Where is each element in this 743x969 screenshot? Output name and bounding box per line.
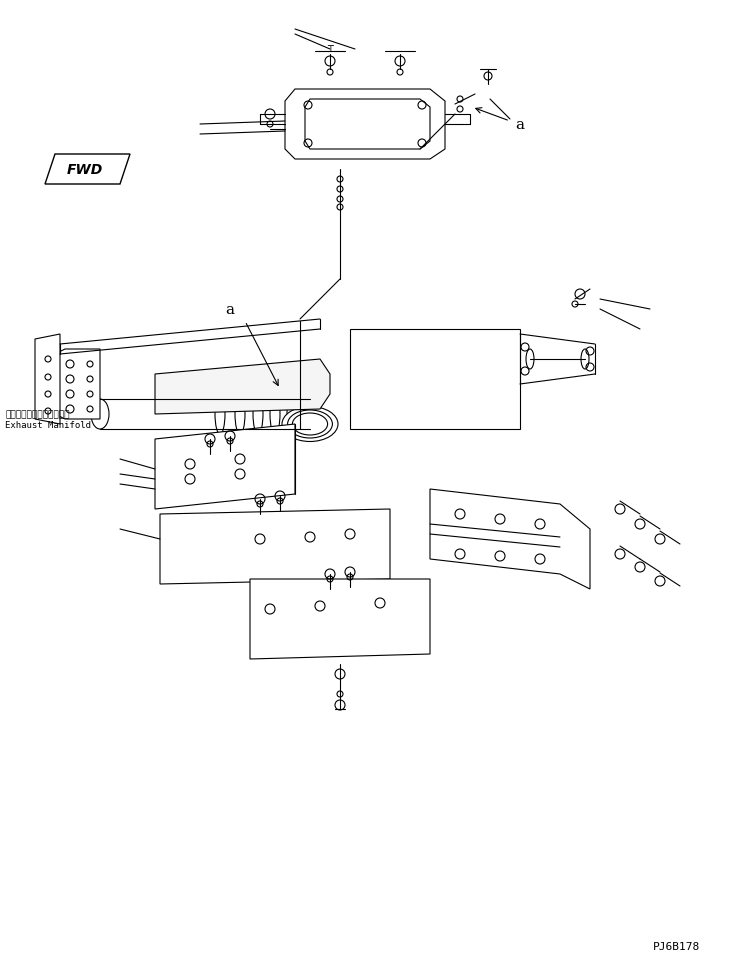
Ellipse shape <box>282 407 338 442</box>
Ellipse shape <box>253 394 263 434</box>
Polygon shape <box>55 350 100 420</box>
Text: エキゾーストマニホールド: エキゾーストマニホールド <box>5 410 70 419</box>
Text: a: a <box>515 118 524 132</box>
Text: a: a <box>225 302 235 317</box>
Ellipse shape <box>215 394 225 434</box>
Ellipse shape <box>287 394 297 434</box>
Polygon shape <box>35 334 60 424</box>
Ellipse shape <box>581 350 589 369</box>
Polygon shape <box>155 359 330 415</box>
Text: FWD: FWD <box>67 163 103 176</box>
Polygon shape <box>45 155 130 185</box>
Polygon shape <box>350 329 520 429</box>
Ellipse shape <box>91 399 109 429</box>
Ellipse shape <box>270 394 280 434</box>
Text: Exhaust Manifold: Exhaust Manifold <box>5 421 91 429</box>
Polygon shape <box>250 579 430 659</box>
Polygon shape <box>160 510 390 584</box>
Ellipse shape <box>235 394 245 434</box>
Text: ┬: ┬ <box>327 42 333 52</box>
Ellipse shape <box>293 414 328 435</box>
Text: PJ6B178: PJ6B178 <box>653 941 700 951</box>
Ellipse shape <box>301 399 319 429</box>
Ellipse shape <box>526 350 534 369</box>
Polygon shape <box>430 489 590 589</box>
Ellipse shape <box>288 411 332 439</box>
Polygon shape <box>155 424 295 510</box>
